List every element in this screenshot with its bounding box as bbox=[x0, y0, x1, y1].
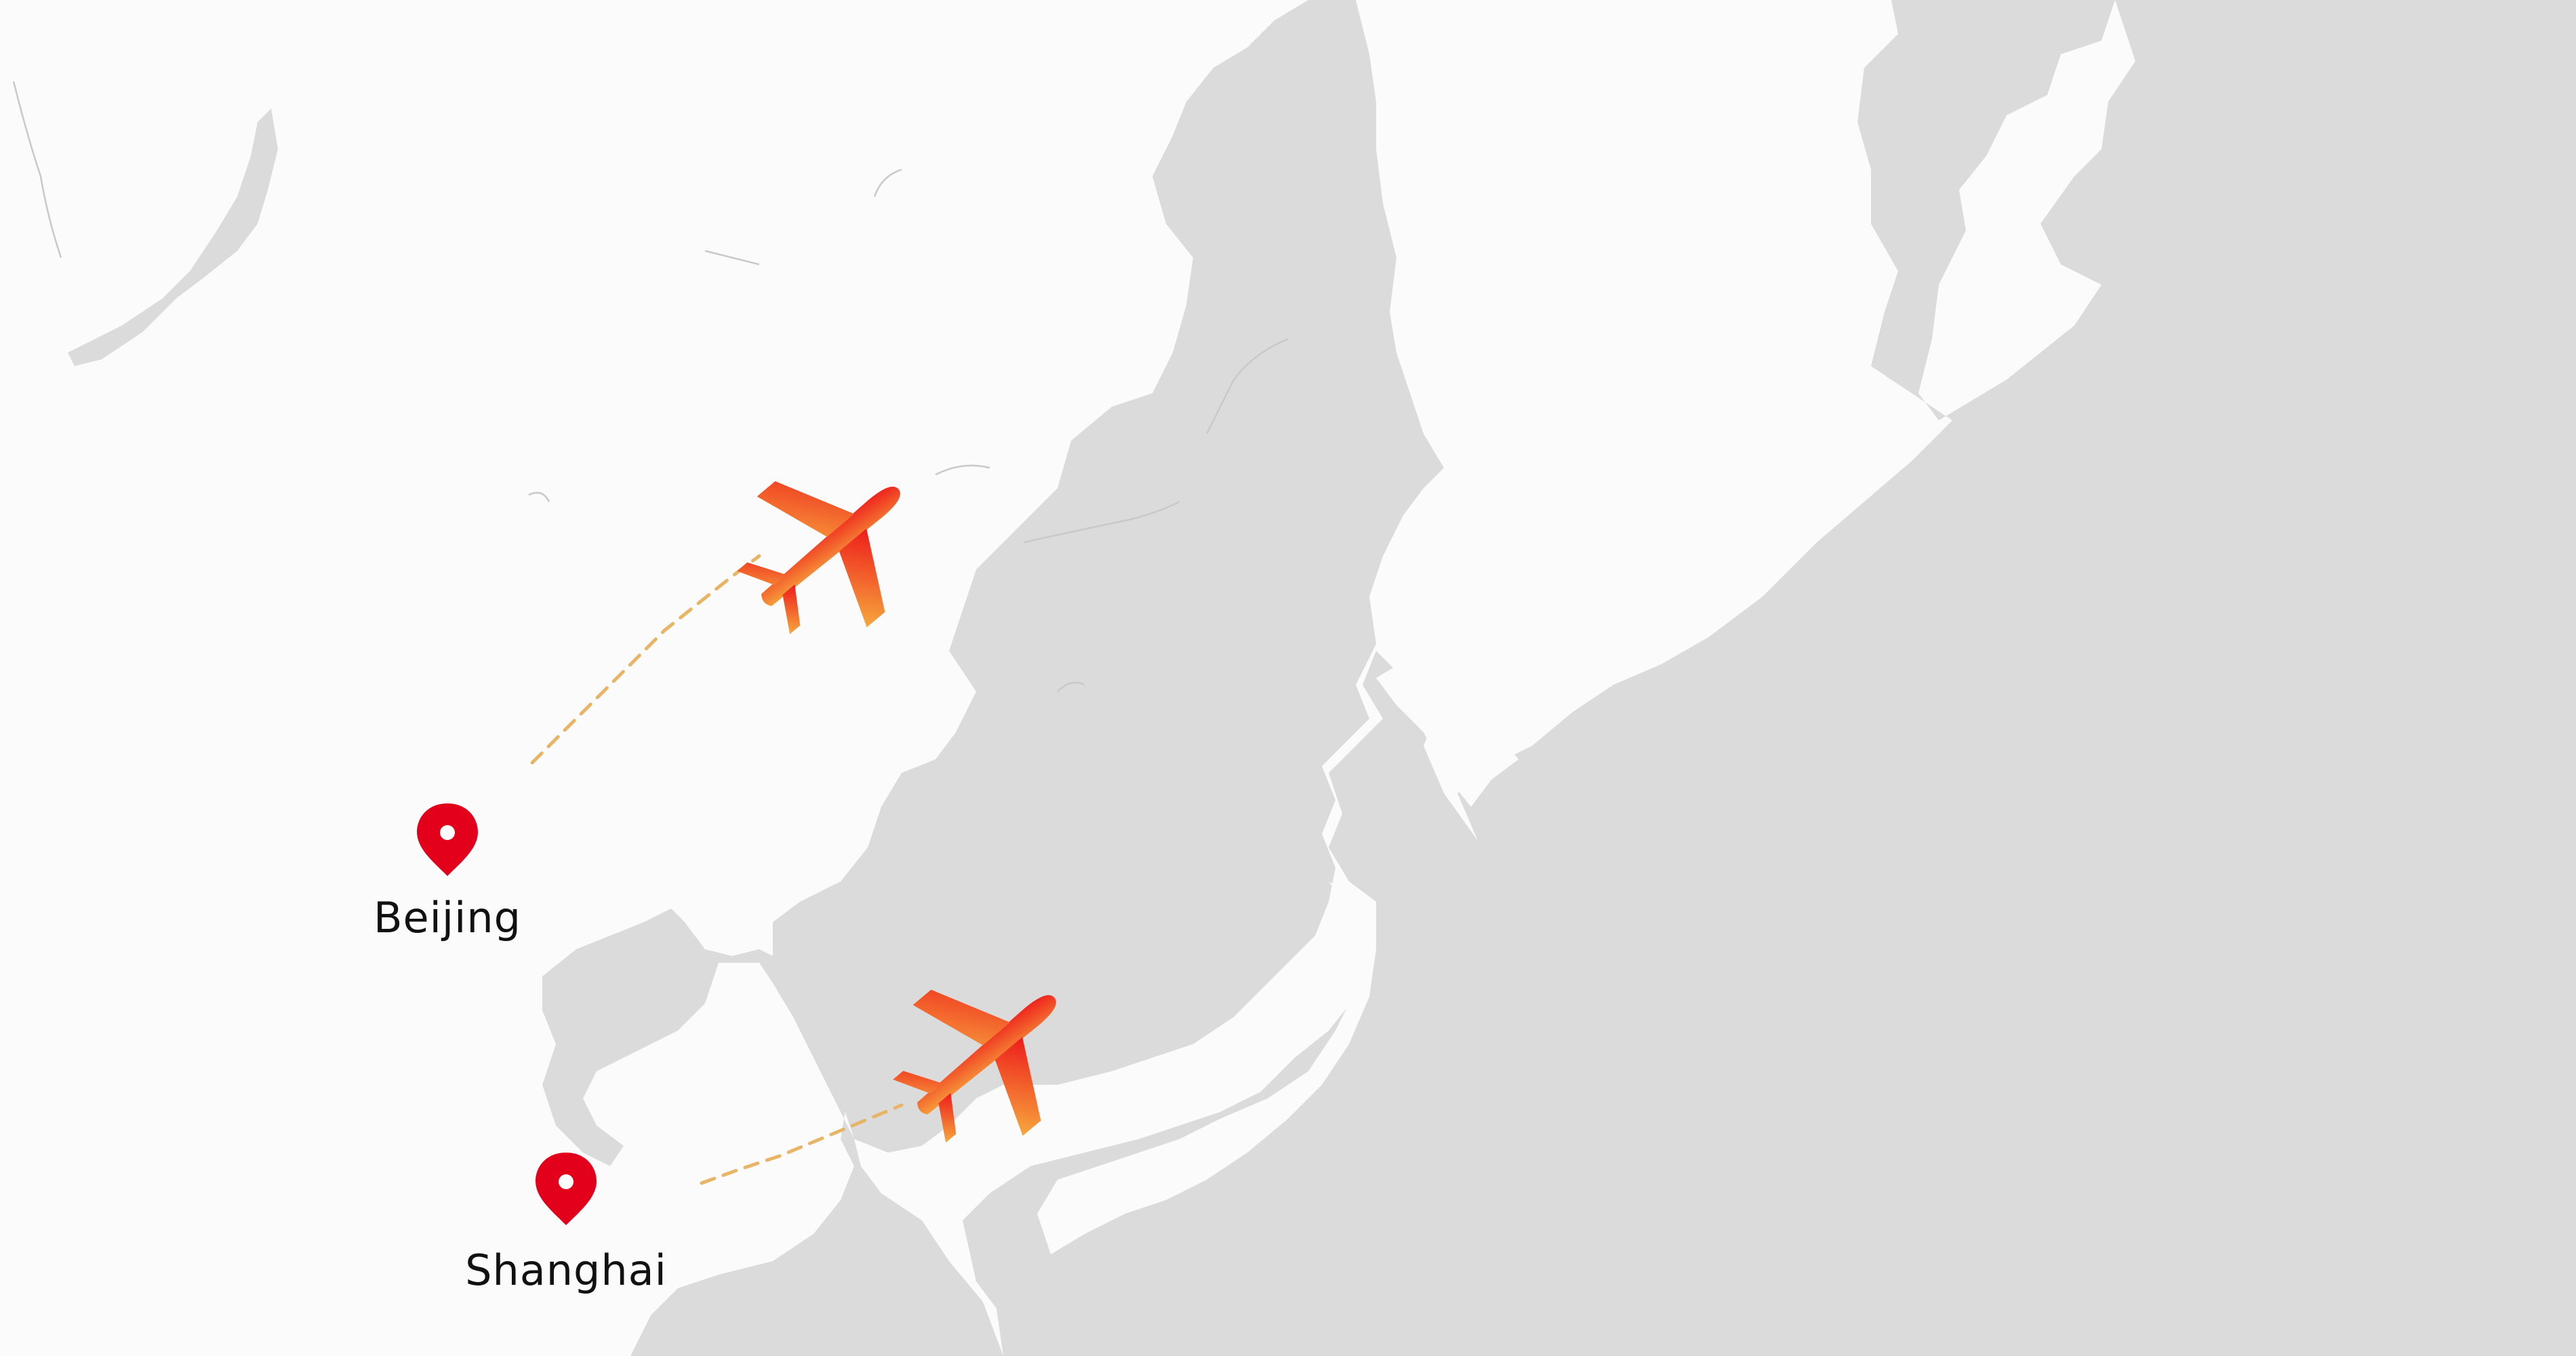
river bbox=[12, 81, 62, 258]
place-marker-shanghai[interactable]: Shanghai bbox=[465, 1153, 667, 1295]
place-marker-beijing[interactable]: Beijing bbox=[374, 803, 521, 942]
inner-sea-water bbox=[773, 0, 1444, 1153]
flight-route-shanghai bbox=[700, 1103, 904, 1185]
sea-water bbox=[963, 0, 2576, 1356]
place-label: Beijing bbox=[374, 893, 521, 942]
lake-baikal bbox=[68, 108, 278, 366]
map-pin-icon[interactable] bbox=[417, 803, 478, 876]
river bbox=[528, 492, 550, 502]
japan-land bbox=[1376, 658, 1518, 807]
yellow-sea-water bbox=[542, 909, 1003, 1356]
river bbox=[704, 250, 760, 266]
place-label: Shanghai bbox=[465, 1245, 667, 1295]
map-pin-icon[interactable] bbox=[536, 1153, 597, 1225]
flight-route-beijing bbox=[530, 554, 761, 765]
japan-land bbox=[1037, 881, 1376, 1254]
river bbox=[1023, 500, 1180, 544]
river bbox=[1205, 338, 1289, 435]
river bbox=[935, 464, 990, 476]
river bbox=[1057, 681, 1085, 692]
river bbox=[873, 168, 902, 197]
